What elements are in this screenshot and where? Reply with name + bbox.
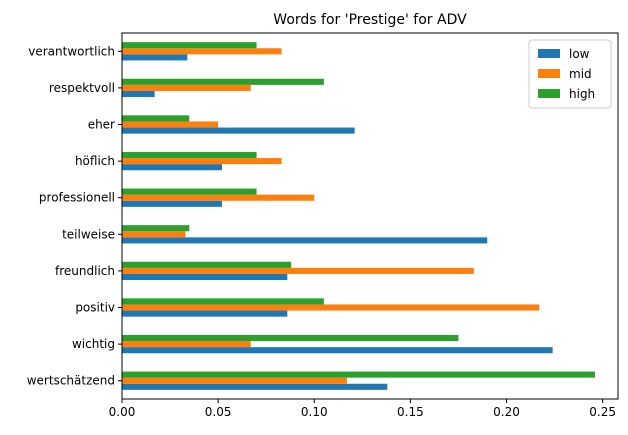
bar-high [122, 151, 257, 159]
bar-high [122, 225, 190, 232]
y-tick-label: wertschätzend [27, 374, 115, 388]
plot-area [121, 32, 619, 400]
y-tick-label: höflich [75, 154, 115, 168]
x-tick-label: 0.05 [205, 405, 232, 419]
legend-swatch-low [538, 49, 560, 58]
legend-label-high: high [569, 87, 595, 101]
bar-low [122, 127, 355, 134]
bar-mid [122, 267, 474, 274]
bar-low [122, 200, 222, 207]
x-tick-label: 0.20 [493, 405, 520, 419]
bar-low [122, 90, 155, 98]
x-tick-label: 0.15 [397, 405, 424, 419]
bar-mid [122, 194, 315, 201]
bar-low [122, 310, 288, 317]
legend-swatch-mid [538, 69, 560, 78]
legend-swatch-high [538, 89, 560, 98]
y-tick-label: freundlich [55, 264, 115, 278]
bar-mid [122, 121, 219, 128]
bar-high [122, 115, 190, 122]
bar-low [122, 383, 388, 390]
bar-high [122, 371, 595, 378]
bar-high [122, 78, 324, 85]
y-tick-label: teilweise [62, 227, 115, 241]
bar-mid [122, 48, 282, 55]
y-tick-label: respektvoll [49, 81, 115, 95]
bar-high [122, 298, 324, 305]
plot-frame [121, 32, 619, 400]
bar-mid [122, 341, 251, 348]
bar-high [122, 261, 292, 268]
x-tick-label: 0.00 [109, 405, 136, 419]
bar-low [122, 237, 488, 244]
x-tick-label: 0.10 [301, 405, 328, 419]
bar-high [122, 188, 257, 195]
y-tick-label: verantwortlich [28, 44, 115, 58]
x-tick-label: 0.25 [589, 405, 616, 419]
bar-mid [122, 84, 251, 91]
chart-title: Words for 'Prestige' for ADV [273, 12, 467, 28]
y-tick-label: wichtig [72, 337, 115, 351]
bar-low [122, 273, 288, 281]
bar-mid [122, 304, 540, 311]
legend: low mid high [528, 39, 612, 109]
bar-high [122, 42, 257, 49]
y-tick-label: professionell [39, 191, 115, 205]
bar-high [122, 334, 459, 342]
bar-mid [122, 158, 282, 165]
bar-low [122, 347, 553, 354]
legend-label-mid: mid [569, 67, 592, 81]
bar-low [122, 164, 222, 171]
legend-label-low: low [569, 47, 590, 61]
bar-low [122, 54, 188, 61]
y-tick-label: positiv [75, 301, 115, 315]
y-axis: wertschätzend wichtig positiv freundlich tei… [27, 44, 122, 388]
bar-mid [122, 377, 347, 384]
y-tick-label: eher [88, 118, 115, 132]
x-axis: 0.00 0.05 0.10 0.15 0.20 0.25 [109, 399, 616, 419]
bar-mid [122, 231, 186, 238]
